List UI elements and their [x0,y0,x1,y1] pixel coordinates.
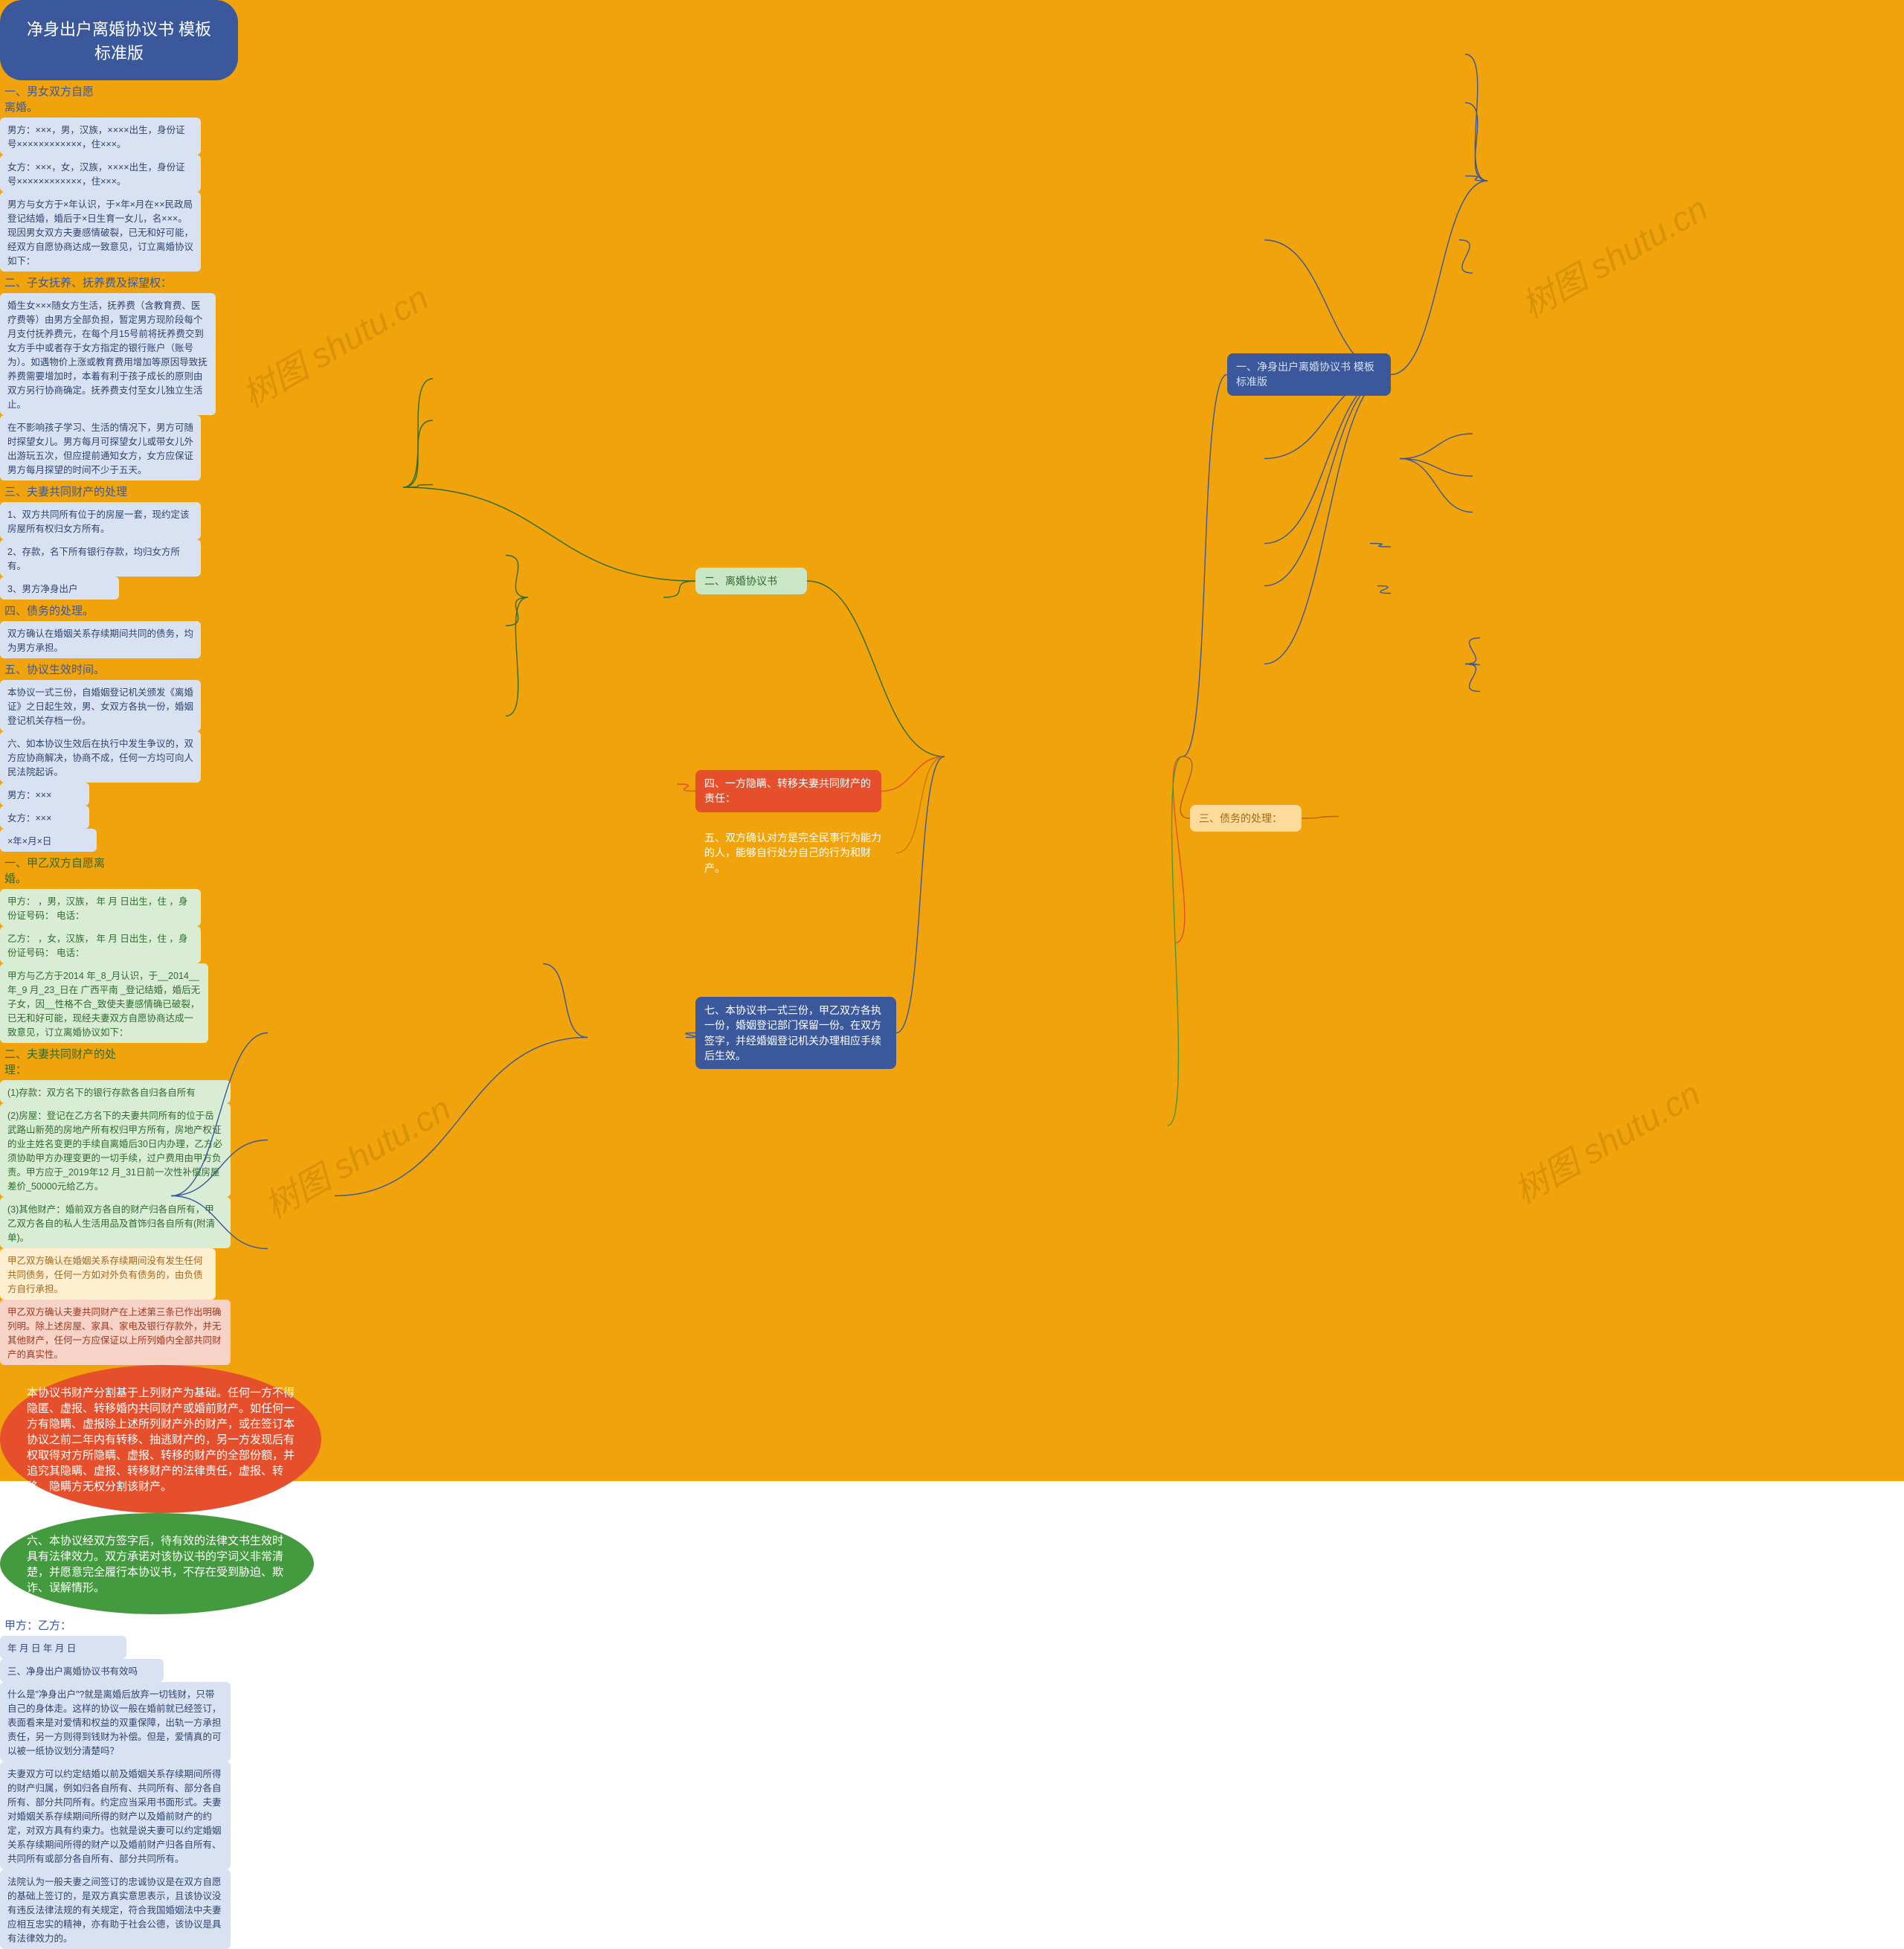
node-n7_a[interactable]: 甲方：乙方： [0,1614,98,1636]
mindmap-canvas: 树图 shutu.cn 树图 shutu.cn 树图 shutu.cn 树图 shut… [0,0,1904,1481]
edge [881,757,945,792]
node-n5[interactable]: 五、双方确认对方是完全民事行为能力的人，能够自行处分自己的行为和财产。 [695,824,896,882]
node-n1[interactable]: 一、净身出户离婚协议书 模板 标准版 [1227,353,1391,396]
node-n2_b_3[interactable]: (3)其他财产：婚前双方各自的财产归各自所有，甲乙双方各自的私人生活用品及首饰归… [0,1197,231,1248]
node-n1_d[interactable]: 四、债务的处理。 [0,600,106,621]
node-n1_c_3[interactable]: 3、男方净身出户 [0,577,119,600]
node-n1_f_2[interactable]: 女方：××× [0,806,89,829]
node-n1_b_1[interactable]: 婚生女×××随女方生活，抚养费（含教育费、医疗费等）由男方全部负担，暂定男方现阶… [0,293,216,415]
edge [1400,459,1473,477]
edge [403,485,433,488]
node-n1_c[interactable]: 三、夫妻共同财产的处理 [0,481,135,502]
edge [1264,375,1391,586]
edge [1400,459,1473,513]
node-n1_b[interactable]: 二、子女抚养、抚养费及探望权： [0,272,195,293]
node-center[interactable]: 净身出户离婚协议书 模板 标准版 [0,0,238,80]
edge [677,784,695,792]
edge [1173,757,1185,943]
edge [543,964,588,1038]
node-n2_b_2[interactable]: (2)房屋：登记在乙方名下的夫妻共同所有的位于岳武路山新苑的房地产所有权归甲方所… [0,1103,231,1197]
node-n4[interactable]: 四、一方隐瞒、转移夫妻共同财产的责任： [695,770,881,812]
node-n2_a_3[interactable]: 甲方与乙方于2014 年_8_月认识，于__2014__年_9 月_23_日在 … [0,963,208,1043]
node-n1_a_1[interactable]: 男方：×××，男，汉族，××××出生，身份证号××××××××××××，住×××… [0,118,201,155]
node-n2_b[interactable]: 二、夫妻共同财产的处理： [0,1043,135,1080]
edge [1465,176,1488,182]
edge-layer [0,0,1904,1481]
edge [1377,586,1391,594]
node-blob2[interactable]: 六、本协议经双方签字后，待有效的法律文书生效时具有法律效力。双方承诺对该协议书的… [0,1513,314,1614]
edge [335,1038,588,1196]
edge [896,757,945,1033]
node-n1_c_1[interactable]: 1、双方共同所有位于的房屋一套，现约定该房屋所有权归女方所有。 [0,502,201,539]
edge [1391,181,1488,375]
edge [403,487,695,581]
edge [1400,434,1473,459]
edge [1168,757,1183,1126]
node-n2_a_1[interactable]: 甲方： ，男，汉族， 年 月 日出生，住 ，身份证号码： 电话： [0,889,201,926]
edge [1370,544,1391,548]
edge [1264,375,1391,664]
watermark: 树图 shutu.cn [254,1082,458,1229]
node-n7_e3[interactable]: 法院认为一般夫妻之间签订的忠诚协议是在双方自愿的基础上签订的，是双方真实意思表示… [0,1869,231,1949]
node-n1_e[interactable]: 五、协议生效时间。 [0,658,113,680]
node-n1_d_1[interactable]: 双方确认在婚姻关系存续期间共同的债务，均为男方承担。 [0,621,201,658]
watermark: 树图 shutu.cn [232,272,436,418]
watermark: 树图 shutu.cn [1511,182,1715,329]
node-blob1[interactable]: 本协议书财产分割基于上列财产为基础。任何一方不得隐匿、虚报、转移婚内共同财产或婚… [0,1365,321,1513]
node-n1_e_1[interactable]: 本协议一式三份，自婚姻登记机关颁发《离婚证》之日起生效，男、女双方各执一份，婚姻… [0,680,201,731]
edge [686,1033,696,1038]
node-n7_e2[interactable]: 夫妻双方可以约定结婚以前及婚姻关系存续期间所得的财产归属，例如归各自所有、共同所… [0,1762,231,1869]
watermark: 树图 shutu.cn [1504,1067,1708,1214]
edge [896,757,945,853]
edge [1465,664,1480,665]
edge [1465,54,1488,181]
edge [1465,103,1488,181]
edge [403,420,433,487]
edge [807,581,945,757]
edge [1183,375,1227,757]
node-n2_a_2[interactable]: 乙方： ，女，汉族， 年 月 日出生，住 ，身份证号码： 电话： [0,926,201,963]
edge [1465,664,1480,692]
node-n3_1[interactable]: 甲乙双方确认在婚姻关系存续期间没有发生任何共同债务，任何一方如对外负有债务的，由… [0,1248,216,1300]
node-n7[interactable]: 七、本协议书一式三份，甲乙双方各执一份，婚姻登记部门保留一份。在双方签字，并经婚… [695,997,896,1069]
node-n1_c_2[interactable]: 2、存款，名下所有银行存款，均归女方所有。 [0,539,201,577]
node-n1_a_3[interactable]: 男方与女方于×年认识，于×年×月在××民政局登记结婚，婚后于×日生育一女儿，名×… [0,192,201,272]
node-n1_a[interactable]: 一、男女双方自愿离婚。 [0,80,106,118]
node-n2[interactable]: 二、离婚协议书 [695,568,807,594]
node-n2_b_1[interactable]: (1)存款：双方名下的银行存款各自归各自所有 [0,1080,231,1103]
node-n7_ext[interactable]: 三、净身出户离婚协议书有效吗 [0,1659,164,1682]
node-n2_a[interactable]: 一、甲乙双方自愿离婚。 [0,852,128,889]
node-n3[interactable]: 三、债务的处理： [1190,805,1302,832]
edge [1264,375,1391,544]
edge [403,379,433,487]
edge [1302,817,1339,819]
edge [1459,240,1473,274]
node-n1_f_1[interactable]: 男方：××× [0,783,89,806]
node-n1_f[interactable]: 六、如本协议生效后在执行中发生争议的，双方应协商解决，协商不成，任何一方均可向人… [0,731,201,783]
edge [663,581,695,597]
node-n1_a_2[interactable]: 女方：×××，女，汉族，××××出生，身份证号××××××××××××，住×××… [0,155,201,192]
node-n4_1[interactable]: 甲乙双方确认夫妻共同财产在上述第三条已作出明确列明。除上述房屋、家具、家电及银行… [0,1300,231,1365]
node-n1_b_2[interactable]: 在不影响孩子学习、生活的情况下，男方可随时探望女儿。男方每月可探望女儿或带女儿外… [0,415,201,481]
edge [506,597,528,626]
edge [506,597,528,716]
node-n7_e1[interactable]: 什么是"净身出户"?就是离婚后放弃一切钱财，只带自己的身体走。这样的协议一般在婚… [0,1682,231,1762]
edge [506,556,528,598]
edge [1465,638,1480,664]
node-n1_f_3[interactable]: ×年×月×日 [0,829,97,852]
node-n7_a_1[interactable]: 年 月 日 年 月 日 [0,1636,126,1659]
